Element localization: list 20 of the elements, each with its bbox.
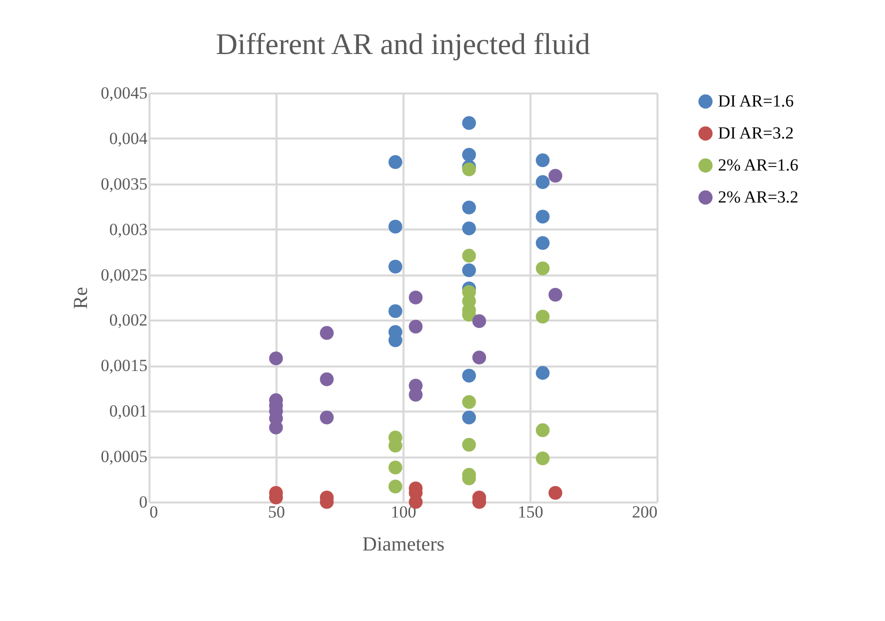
legend-label: 2% AR=1.6: [718, 156, 798, 174]
legend-label: DI AR=3.2: [718, 124, 794, 142]
chart-title: Different AR and injected fluid: [216, 28, 590, 61]
legend-label: 2% AR=3.2: [718, 188, 798, 206]
x-axis-title: Diameters: [362, 534, 445, 556]
y-tick-label: 0,0005: [100, 447, 148, 466]
y-tick-label: 0,0045: [100, 84, 148, 102]
x-tick-label: 50: [268, 502, 285, 522]
y-tick-label: 0,0025: [100, 265, 148, 284]
x-tick-label: 200: [632, 502, 658, 522]
y-tick-label: 0,001: [109, 402, 148, 421]
x-tick-label: 100: [390, 502, 416, 522]
y-axis-title: Re: [70, 286, 92, 310]
y-tick-label: 0,0015: [100, 356, 148, 376]
x-tick-label: 150: [518, 502, 544, 522]
y-tick-label: 0,004: [109, 128, 148, 148]
y-tick-label: 0,003: [109, 220, 148, 239]
legend-label: DI AR=1.6: [718, 92, 794, 110]
y-tick-label: 0,0035: [100, 174, 148, 194]
y-tick-label: 0,002: [109, 310, 148, 330]
